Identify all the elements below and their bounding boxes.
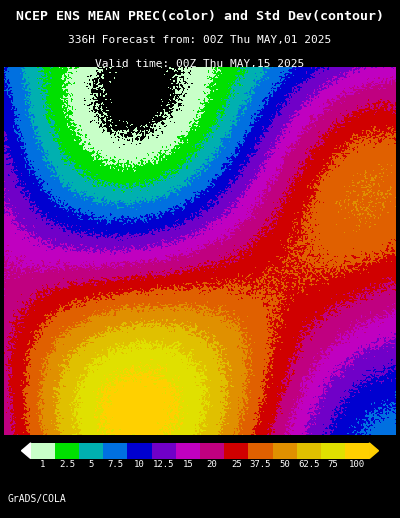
Polygon shape [369, 443, 378, 458]
FancyBboxPatch shape [128, 443, 152, 458]
FancyBboxPatch shape [297, 443, 321, 458]
FancyBboxPatch shape [55, 443, 79, 458]
Text: 100: 100 [349, 460, 365, 469]
FancyBboxPatch shape [31, 443, 55, 458]
FancyBboxPatch shape [321, 443, 345, 458]
Text: 37.5: 37.5 [250, 460, 271, 469]
Text: 5: 5 [88, 460, 94, 469]
Text: GrADS/COLA: GrADS/COLA [8, 494, 67, 503]
FancyBboxPatch shape [152, 443, 176, 458]
FancyBboxPatch shape [248, 443, 272, 458]
Text: 7.5: 7.5 [107, 460, 124, 469]
Text: 2.5: 2.5 [59, 460, 75, 469]
Text: 25: 25 [231, 460, 242, 469]
FancyBboxPatch shape [103, 443, 128, 458]
FancyBboxPatch shape [224, 443, 248, 458]
Text: 12.5: 12.5 [153, 460, 174, 469]
FancyBboxPatch shape [176, 443, 200, 458]
Text: 50: 50 [279, 460, 290, 469]
Text: 20: 20 [207, 460, 218, 469]
FancyBboxPatch shape [345, 443, 369, 458]
FancyBboxPatch shape [79, 443, 103, 458]
Text: 10: 10 [134, 460, 145, 469]
Text: 62.5: 62.5 [298, 460, 320, 469]
Text: 75: 75 [328, 460, 338, 469]
Text: 15: 15 [182, 460, 193, 469]
Text: 336H Forecast from: 00Z Thu MAY,01 2025: 336H Forecast from: 00Z Thu MAY,01 2025 [68, 35, 332, 45]
FancyBboxPatch shape [272, 443, 297, 458]
Text: Valid time: 00Z Thu MAY,15 2025: Valid time: 00Z Thu MAY,15 2025 [95, 59, 305, 69]
FancyBboxPatch shape [200, 443, 224, 458]
Polygon shape [22, 443, 31, 458]
Text: 1: 1 [40, 460, 46, 469]
Text: NCEP ENS MEAN PREC(color) and Std Dev(contour): NCEP ENS MEAN PREC(color) and Std Dev(co… [16, 10, 384, 23]
